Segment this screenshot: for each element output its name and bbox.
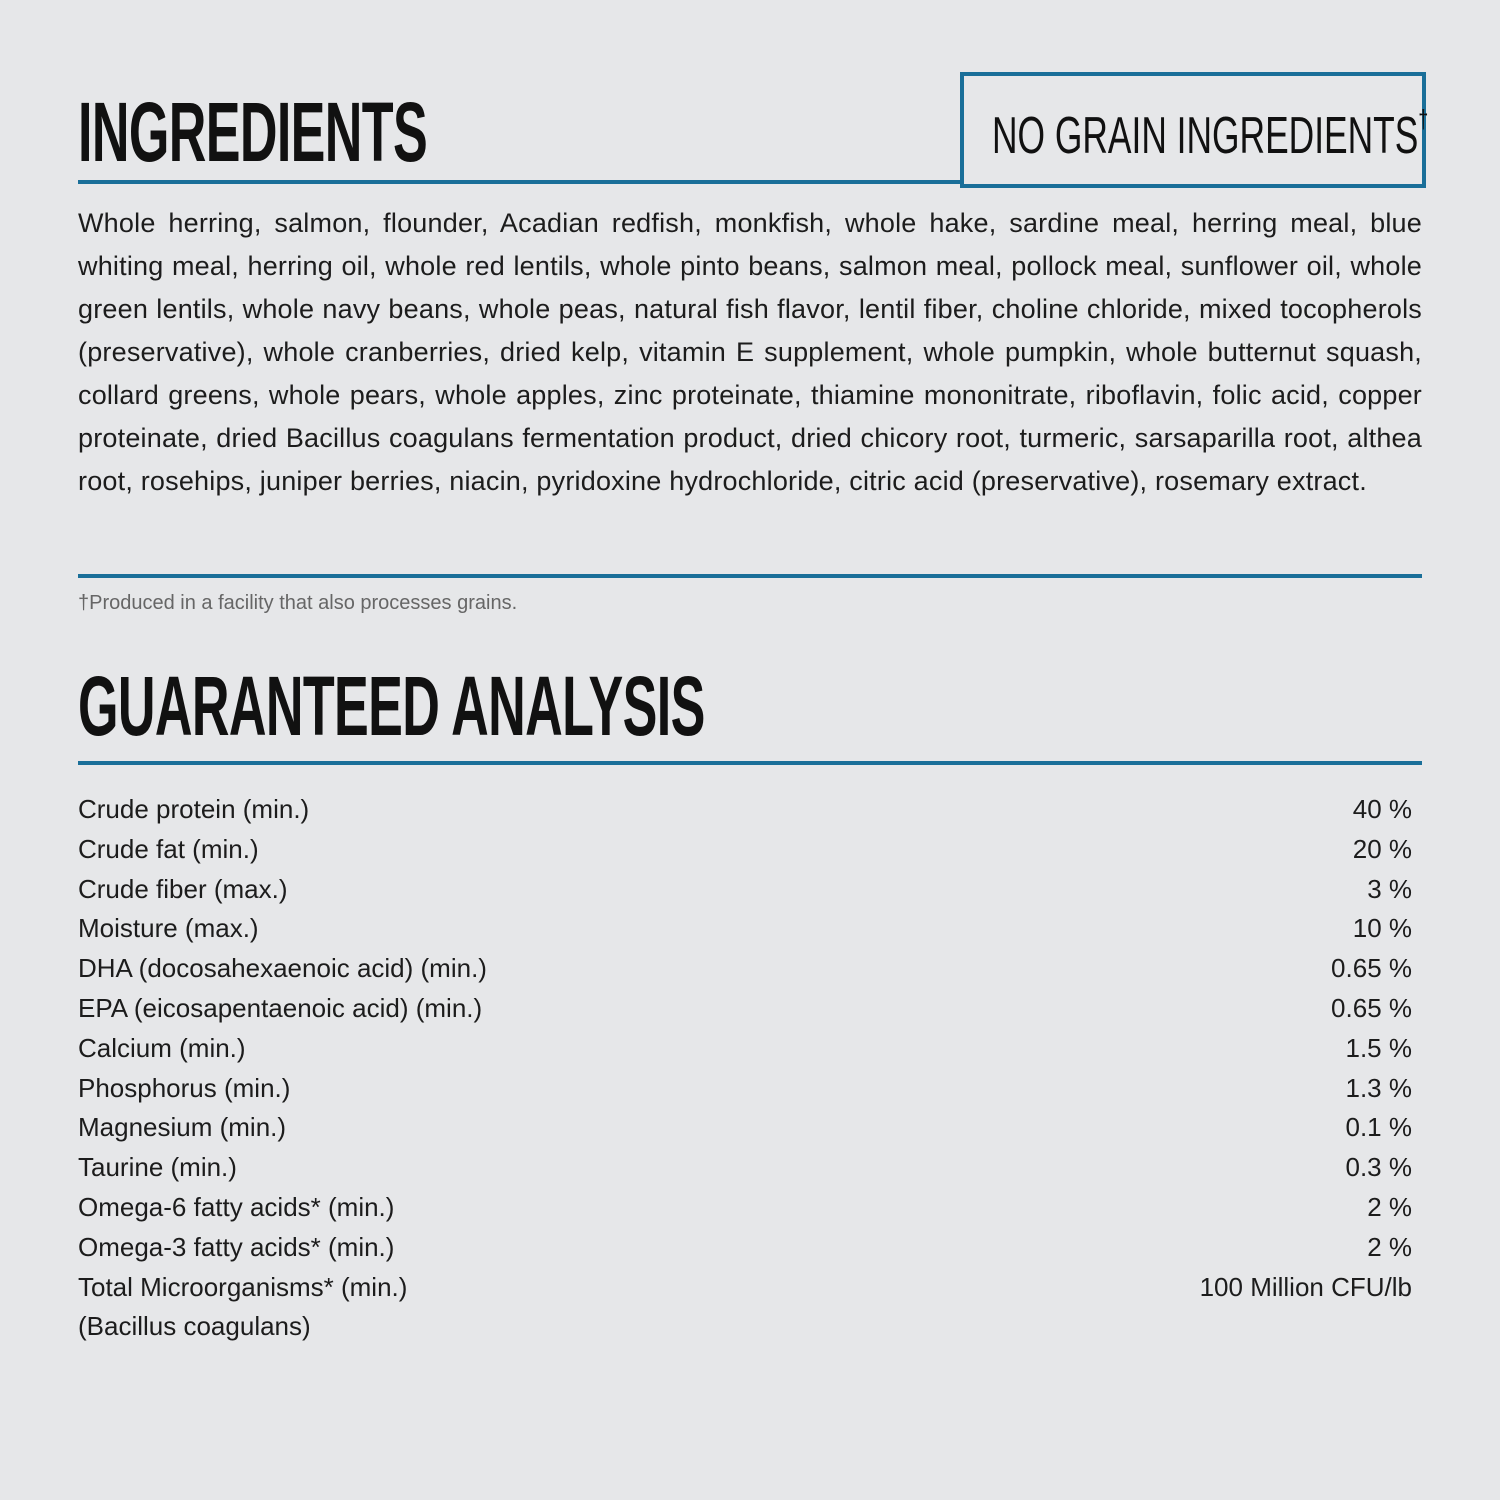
analysis-row: Omega-6 fatty acids* (min.) 2 %	[78, 1188, 1412, 1228]
analysis-row: EPA (eicosapentaenoic acid) (min.) 0.65 %	[78, 989, 1412, 1029]
nutrient-label: Calcium (min.)	[78, 1032, 246, 1063]
analysis-row: Moisture (max.) 10 %	[78, 909, 1412, 949]
nutrient-label: Crude protein (min.)	[78, 794, 310, 824]
nutrient-value: 2 %	[1367, 1191, 1412, 1222]
analysis-row: DHA (docosahexaenoic acid) (min.) 0.65 %	[78, 949, 1412, 989]
analysis-row: Calcium (min.) 1.5 %	[78, 1029, 1412, 1069]
nutrient-value: 1.5 %	[1345, 1032, 1413, 1063]
analysis-table: Crude protein (min.) 40 % Crude fat (min.)…	[78, 790, 1412, 1347]
nutrient-value: 100 Million CFU/lb	[1199, 1271, 1412, 1302]
analysis-row: Crude fat (min.) 20 %	[78, 830, 1412, 870]
nutrient-label: Phosphorus (min.)	[78, 1072, 291, 1103]
nutrient-label: DHA (docosahexaenoic acid) (min.)	[78, 953, 487, 984]
nutrient-label: Moisture (max.)	[78, 913, 259, 944]
nutrient-label: Magnesium (min.)	[78, 1112, 287, 1143]
ingredients-rule	[78, 180, 962, 184]
nutrient-value: 0.1 %	[1345, 1112, 1413, 1143]
ingredients-text: Whole herring, salmon, flounder, Acadian…	[78, 208, 1422, 496]
nutrient-value: 3 %	[1367, 873, 1412, 904]
analysis-row: Omega-3 fatty acids* (min.) 2 %	[78, 1228, 1412, 1268]
dagger-mark: †	[1418, 104, 1429, 134]
analysis-row: Crude fiber (max.) 3 %	[78, 870, 1412, 910]
analysis-row: Taurine (min.) 0.3 %	[78, 1148, 1412, 1188]
nutrient-value: 1.3 %	[1345, 1072, 1413, 1103]
analysis-row: Crude protein (min.) 40 %	[78, 790, 1412, 830]
no-grain-badge: NO GRAIN INGREDIENTS†	[960, 72, 1429, 188]
nutrient-label: Omega-6 fatty acids* (min.)	[78, 1191, 395, 1222]
nutrient-value: 40 %	[1352, 794, 1412, 824]
nutrient-label: Taurine (min.)	[78, 1152, 237, 1183]
ingredients-title: INGREDIENTS	[78, 85, 428, 179]
nutrient-value: 2 %	[1367, 1231, 1412, 1262]
footnote: †Produced in a facility that also proces…	[78, 592, 518, 614]
analysis-title: GUARANTEED ANALYSIS	[78, 659, 705, 753]
analysis-row: Total Microorganisms* (min.) 100 Million …	[78, 1268, 1412, 1308]
nutrient-value: 0.3 %	[1345, 1152, 1413, 1183]
nutrient-value: 20 %	[1352, 833, 1412, 864]
nutrient-label: Total Microorganisms* (min.)	[78, 1271, 408, 1302]
analysis-row: (Bacillus coagulans)	[78, 1307, 1412, 1347]
badge-text: NO GRAIN INGREDIENTS	[992, 107, 1419, 165]
analysis-row: Phosphorus (min.) 1.3 %	[78, 1069, 1412, 1109]
nutrient-label: (Bacillus coagulans)	[78, 1311, 311, 1342]
analysis-row: Magnesium (min.) 0.1 %	[78, 1108, 1412, 1148]
nutrient-label: Crude fiber (max.)	[78, 873, 288, 904]
nutrient-value: 0.65 %	[1331, 992, 1412, 1023]
nutrient-label: Crude fat (min.)	[78, 833, 259, 864]
analysis-rule	[78, 761, 1422, 765]
nutrient-value: 0.65 %	[1331, 953, 1412, 984]
nutrient-label: EPA (eicosapentaenoic acid) (min.)	[78, 992, 483, 1023]
ingredients-bottom-rule	[78, 574, 1422, 578]
nutrient-label: Omega-3 fatty acids* (min.)	[78, 1231, 395, 1262]
nutrient-value: 10 %	[1352, 913, 1412, 944]
